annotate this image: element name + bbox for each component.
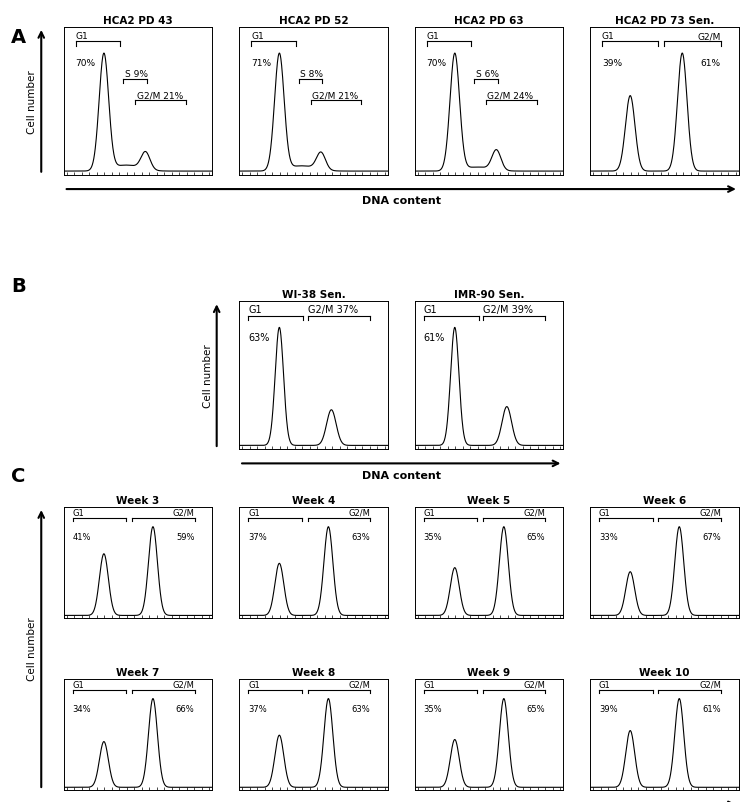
Text: 67%: 67% — [702, 533, 721, 541]
Title: HCA2 PD 73 Sen.: HCA2 PD 73 Sen. — [615, 16, 714, 26]
Text: S 6%: S 6% — [476, 70, 499, 79]
Text: G1: G1 — [73, 680, 85, 689]
Text: 35%: 35% — [424, 533, 442, 541]
Text: B: B — [11, 277, 26, 296]
Text: Cell number: Cell number — [27, 617, 38, 681]
Text: G2/M: G2/M — [524, 508, 545, 517]
Text: 66%: 66% — [176, 704, 194, 713]
Text: G1: G1 — [76, 32, 88, 41]
Text: 37%: 37% — [248, 704, 267, 713]
Text: 61%: 61% — [424, 333, 445, 342]
Text: G1: G1 — [602, 32, 615, 41]
Text: 35%: 35% — [424, 704, 442, 713]
Text: 41%: 41% — [73, 533, 92, 541]
Title: Week 8: Week 8 — [292, 667, 335, 677]
Text: 33%: 33% — [599, 533, 618, 541]
Text: G2/M: G2/M — [172, 508, 194, 517]
Title: Week 6: Week 6 — [643, 496, 686, 505]
Text: G1: G1 — [427, 32, 439, 41]
Text: Cell number: Cell number — [202, 344, 213, 407]
Text: 39%: 39% — [602, 59, 622, 67]
Text: G2/M 24%: G2/M 24% — [488, 91, 533, 100]
Text: G1: G1 — [251, 32, 264, 41]
Text: G1: G1 — [424, 508, 435, 517]
Text: G2/M: G2/M — [172, 680, 194, 689]
Title: Week 5: Week 5 — [467, 496, 511, 505]
Text: 39%: 39% — [599, 704, 617, 713]
Text: G1: G1 — [424, 680, 435, 689]
Text: 70%: 70% — [76, 59, 96, 67]
Title: Week 7: Week 7 — [116, 667, 160, 677]
Text: 59%: 59% — [176, 533, 194, 541]
Title: Week 3: Week 3 — [116, 496, 160, 505]
Text: G2/M: G2/M — [524, 680, 545, 689]
Title: IMR-90 Sen.: IMR-90 Sen. — [454, 290, 524, 300]
Text: G2/M: G2/M — [699, 508, 721, 517]
Text: G1: G1 — [248, 680, 259, 689]
Text: S 8%: S 8% — [300, 70, 323, 79]
Text: 71%: 71% — [251, 59, 272, 67]
Text: G2/M: G2/M — [698, 32, 721, 41]
Text: G1: G1 — [599, 680, 610, 689]
Title: Week 4: Week 4 — [292, 496, 335, 505]
Text: G1: G1 — [73, 508, 85, 517]
Text: 61%: 61% — [702, 704, 721, 713]
Title: Week 9: Week 9 — [467, 667, 511, 677]
Text: G1: G1 — [248, 508, 259, 517]
Title: HCA2 PD 63: HCA2 PD 63 — [454, 16, 524, 26]
Text: 63%: 63% — [351, 533, 370, 541]
Text: 70%: 70% — [427, 59, 447, 67]
Text: G2/M 39%: G2/M 39% — [483, 305, 533, 315]
Text: 34%: 34% — [73, 704, 92, 713]
Text: 37%: 37% — [248, 533, 267, 541]
Text: G1: G1 — [424, 305, 437, 315]
Title: WI-38 Sen.: WI-38 Sen. — [282, 290, 346, 300]
Text: S 9%: S 9% — [124, 70, 148, 79]
Text: C: C — [11, 467, 26, 486]
Text: G2/M 37%: G2/M 37% — [308, 305, 358, 315]
Text: G2/M 21%: G2/M 21% — [136, 91, 183, 100]
Text: G2/M: G2/M — [348, 680, 370, 689]
Text: 61%: 61% — [700, 59, 721, 67]
Title: HCA2 PD 43: HCA2 PD 43 — [104, 16, 173, 26]
Title: Week 10: Week 10 — [639, 667, 690, 677]
Text: DNA content: DNA content — [362, 470, 441, 480]
Text: G1: G1 — [248, 305, 262, 315]
Text: G2/M: G2/M — [699, 680, 721, 689]
Title: HCA2 PD 52: HCA2 PD 52 — [279, 16, 348, 26]
Text: G2/M 21%: G2/M 21% — [312, 91, 358, 100]
Text: 65%: 65% — [526, 704, 545, 713]
Text: 63%: 63% — [351, 704, 370, 713]
Text: G1: G1 — [599, 508, 610, 517]
Text: Cell number: Cell number — [27, 70, 38, 134]
Text: A: A — [11, 28, 26, 47]
Text: 63%: 63% — [248, 333, 269, 342]
Text: 65%: 65% — [526, 533, 545, 541]
Text: DNA content: DNA content — [362, 196, 441, 206]
Text: G2/M: G2/M — [348, 508, 370, 517]
